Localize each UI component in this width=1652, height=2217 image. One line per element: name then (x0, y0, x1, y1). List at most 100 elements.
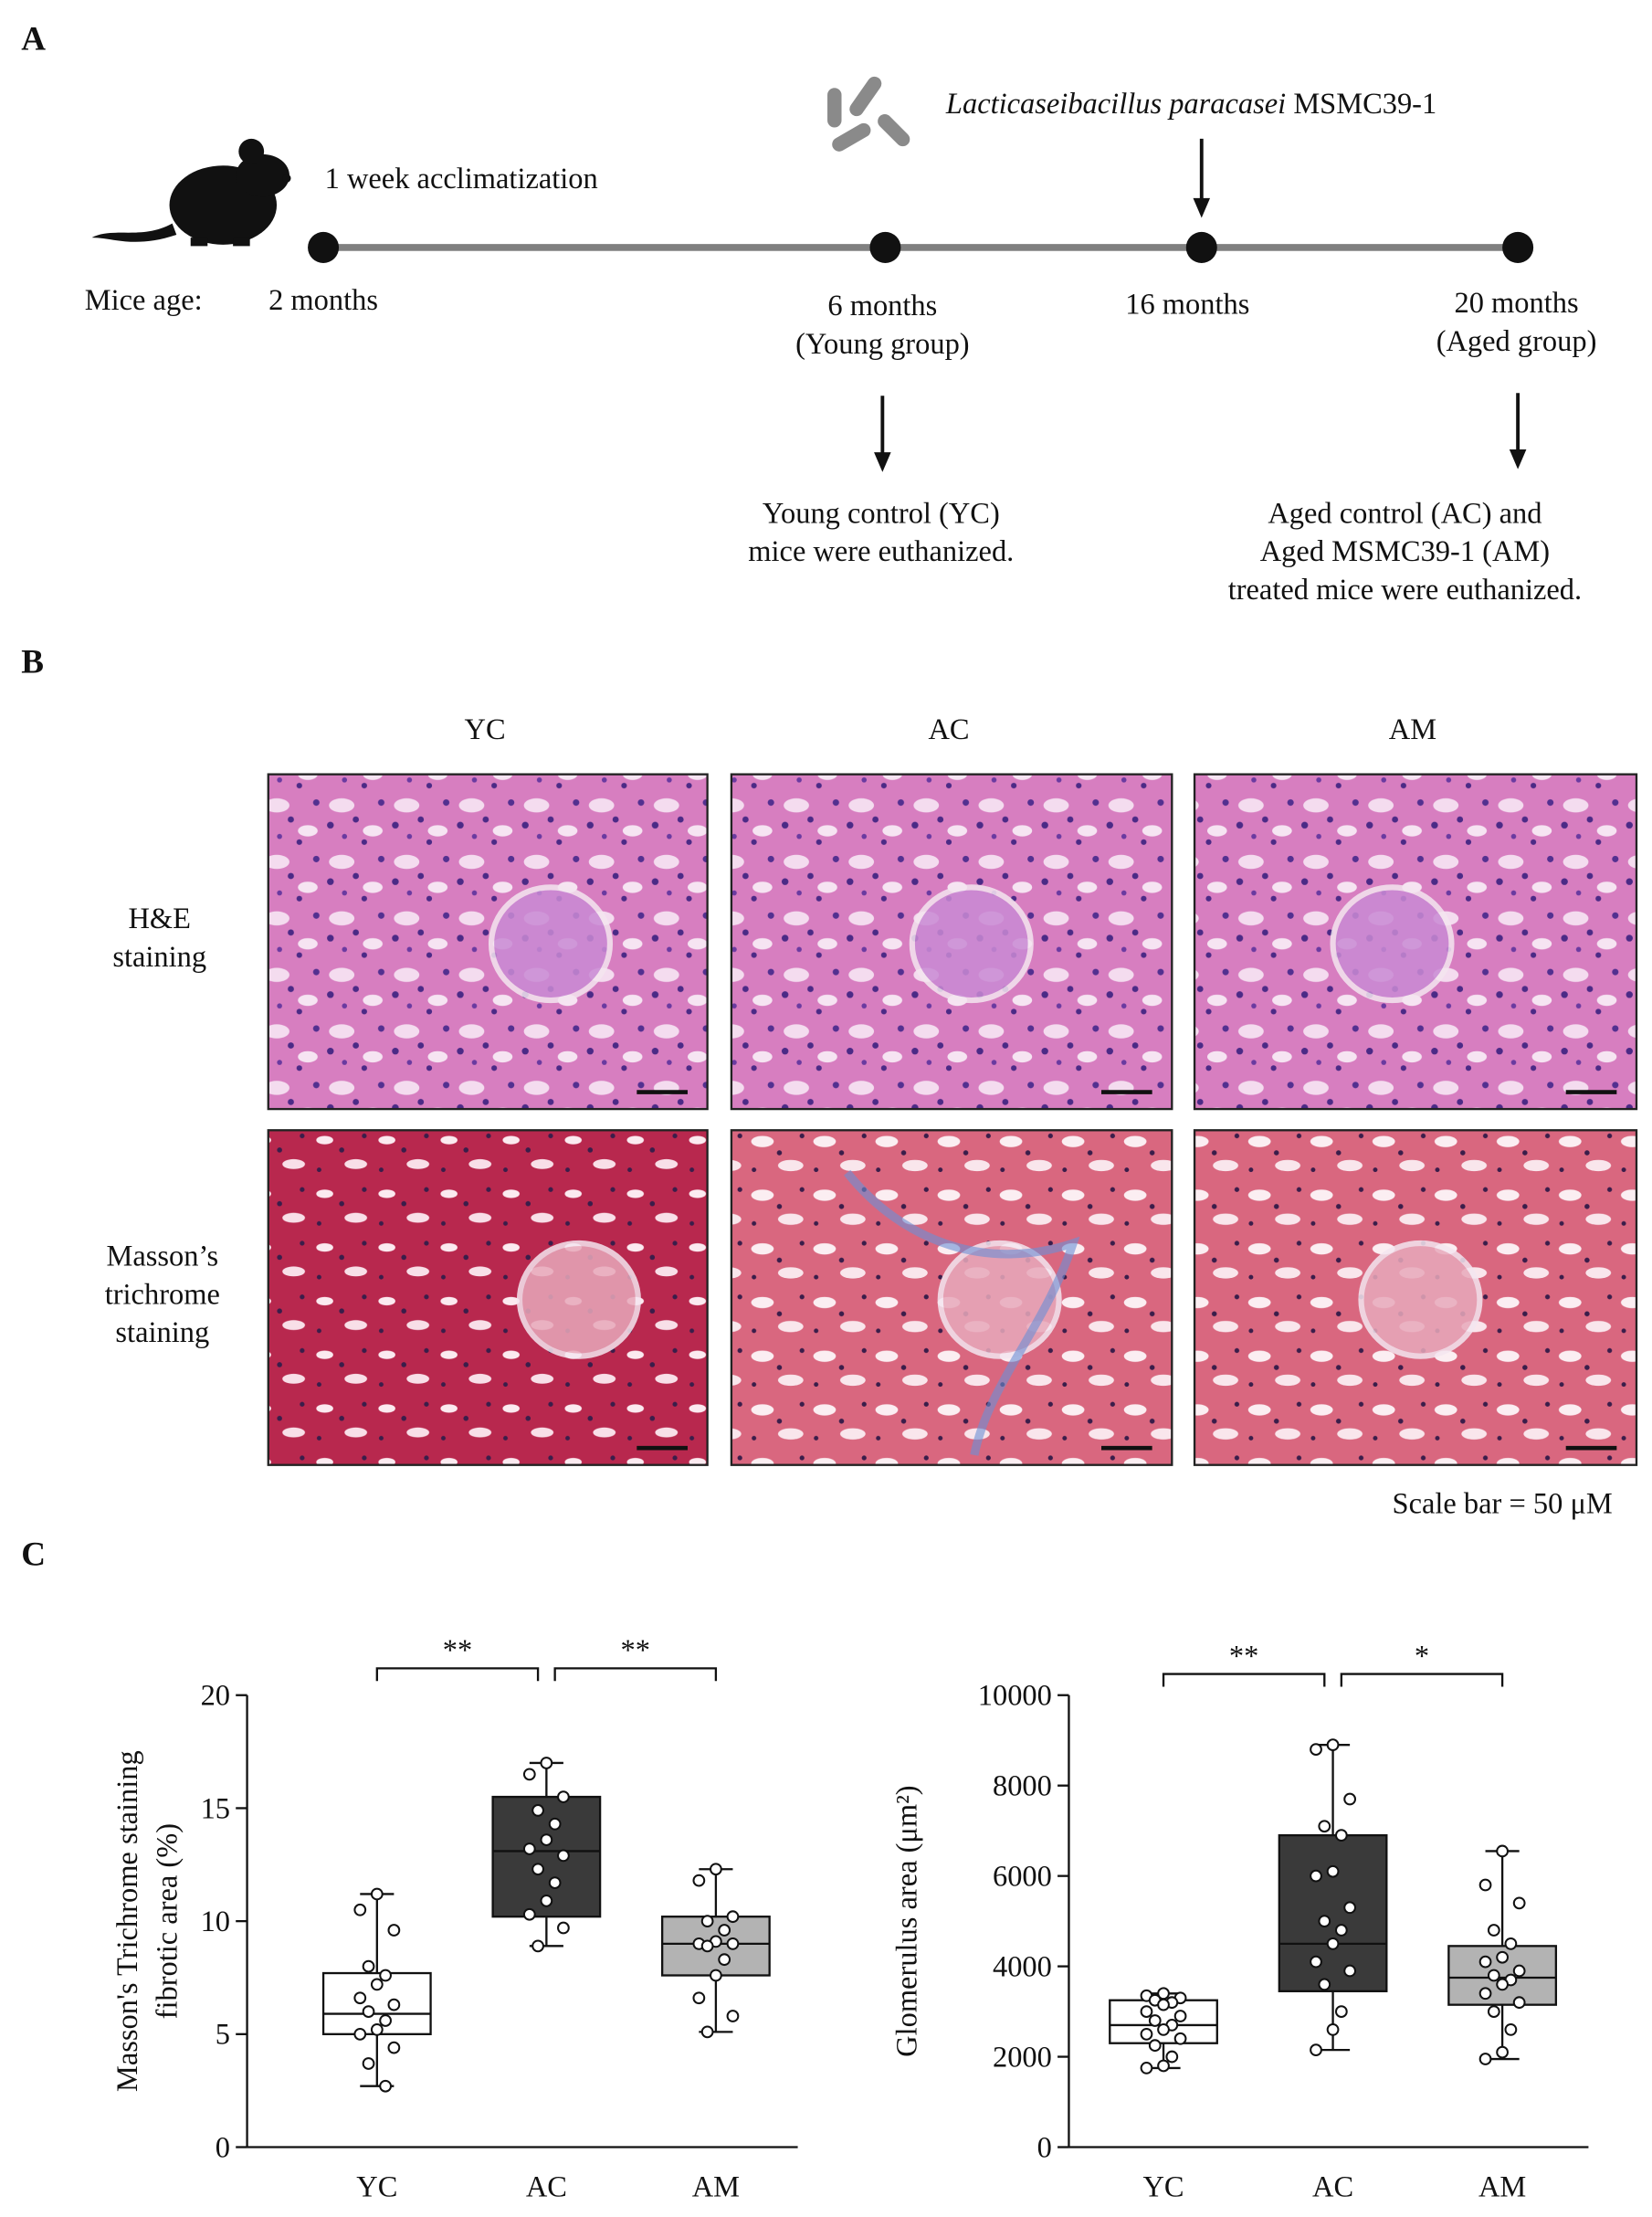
row-label: Masson’s (106, 1240, 218, 1273)
data-point (370, 2022, 384, 2036)
data-point (353, 1903, 367, 1916)
significance: ** (621, 1634, 650, 1667)
data-point (1173, 2032, 1187, 2045)
glomerulus (909, 884, 1034, 1004)
data-point (1318, 1978, 1331, 1991)
column-label: AC (928, 713, 969, 746)
x-tick-label: YC (356, 2171, 397, 2204)
bacteria-icon (827, 76, 910, 152)
data-point (387, 2041, 401, 2054)
data-point (1478, 1987, 1492, 2001)
data-point (700, 1915, 714, 1928)
data-point (692, 1991, 706, 2005)
data-point (540, 1757, 553, 1769)
data-point (1334, 1924, 1348, 1937)
data-point (1496, 2045, 1509, 2059)
significance-bracket (375, 1667, 540, 1682)
data-point (700, 2025, 714, 2039)
column-label: YC (465, 713, 506, 746)
data-point (710, 1863, 722, 1876)
y-axis-title: fibrotic area (%) (151, 1823, 184, 2019)
data-point (1496, 1950, 1509, 1964)
data-point (1326, 1864, 1340, 1878)
row-label: staining (115, 1316, 209, 1349)
row-label: trichrome (105, 1278, 220, 1311)
data-point (726, 1910, 740, 1924)
data-point (370, 1887, 384, 1901)
data-point (1512, 1896, 1526, 1910)
data-point (522, 1768, 536, 1781)
data-point (1343, 1792, 1357, 1806)
data-point (1504, 2022, 1518, 2036)
panel-label: A (21, 20, 46, 58)
data-point (531, 1863, 544, 1876)
data-point (1310, 1955, 1322, 1969)
treatment: Lacticaseibacillus paracasei MSMC39-1 (945, 88, 1436, 121)
significance: * (1415, 1640, 1429, 1673)
data-point (548, 1817, 562, 1831)
data-point (1478, 1878, 1492, 1892)
data-point (1487, 1969, 1500, 1982)
timepoint: (Aged group) (1436, 325, 1597, 358)
glomerulus (516, 1240, 641, 1359)
data-point (1487, 1924, 1500, 1937)
data-point (353, 1991, 367, 2005)
data-point (1157, 2059, 1170, 2073)
column-label: AM (1389, 713, 1436, 746)
data-point (1487, 2005, 1500, 2018)
micrograph (267, 1129, 709, 1466)
data-point (718, 1953, 731, 1967)
data-point (379, 1969, 392, 1982)
timeline-dot (1185, 231, 1217, 263)
data-point (1140, 2027, 1153, 2041)
timeline-dot (308, 231, 340, 263)
glomerulus (937, 1240, 1062, 1359)
significance-bracket (553, 1667, 718, 1682)
x-tick-label: AC (526, 2171, 567, 2204)
glomerulus (1358, 1240, 1483, 1359)
y-tick-label: 0 (1037, 2131, 1052, 2164)
data-point (531, 1804, 544, 1817)
data-point (1343, 1964, 1357, 1978)
data-point (548, 1876, 562, 1889)
data-point (1496, 1844, 1509, 1858)
fibrosis (844, 1169, 1080, 1456)
data-point (1140, 2062, 1153, 2074)
data-point (557, 1921, 570, 1935)
data-point (1326, 1937, 1340, 1950)
data-point (726, 2010, 740, 2022)
data-point (531, 1939, 544, 1953)
data-point (362, 1959, 375, 1973)
panel-label: B (21, 643, 44, 681)
arrows (874, 138, 1527, 472)
data-point (387, 1998, 401, 2011)
x-tick-label: AM (1478, 2171, 1526, 2204)
glomerulus (488, 884, 614, 1004)
mouse-icon (91, 138, 291, 247)
significance-bracket (1340, 1673, 1504, 1687)
y-tick-label: 10 (201, 1906, 230, 1938)
outcome: Aged control (AC) and (1268, 497, 1542, 530)
data-point (362, 2057, 375, 2070)
data-point (379, 2079, 392, 2093)
strain: MSMC39-1 (1293, 88, 1436, 121)
y-tick-label: 0 (216, 2131, 230, 2164)
data-point (353, 2027, 367, 2041)
data-point (522, 1907, 536, 1921)
y-tick-label: 8000 (993, 1770, 1052, 1803)
timepoint: 2 months (268, 284, 378, 317)
data-point (700, 1939, 714, 1953)
data-point (1310, 1743, 1322, 1756)
box (1278, 1833, 1388, 1992)
acclimatization: 1 week acclimatization (325, 163, 598, 195)
data-point (1148, 2039, 1162, 2053)
significance: ** (1229, 1640, 1258, 1673)
significance-bracket (1162, 1673, 1326, 1687)
row-label: staining (112, 941, 206, 974)
outcome: Aged MSMC39-1 (AM) (1260, 535, 1550, 568)
data-point (718, 1924, 731, 1937)
age-label: Mice age: (85, 284, 203, 317)
data-point (692, 1874, 706, 1887)
y-tick-label: 2000 (993, 2041, 1052, 2074)
